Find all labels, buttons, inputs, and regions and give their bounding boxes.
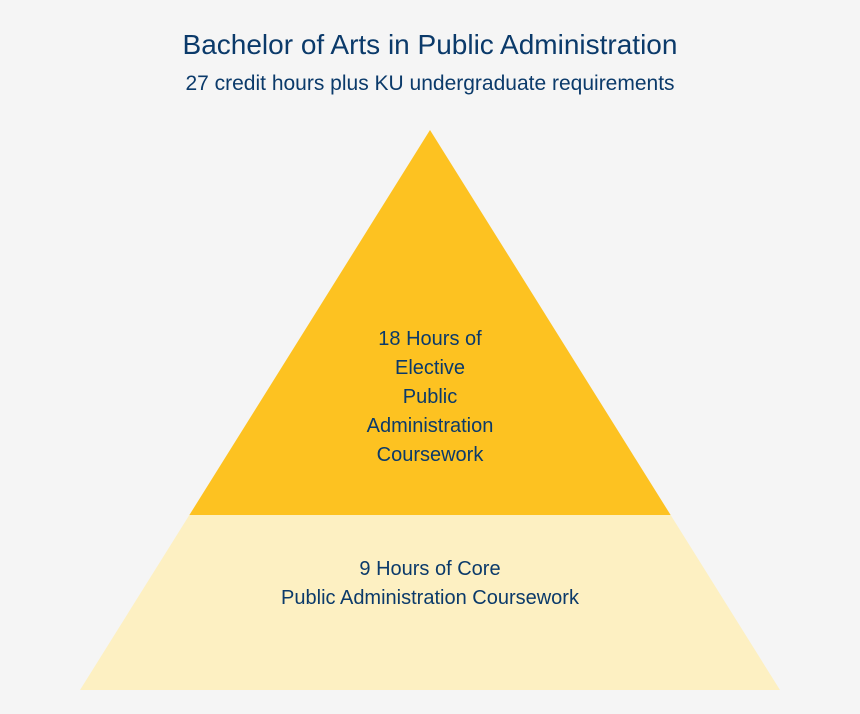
header: Bachelor of Arts in Public Administratio… (0, 0, 860, 96)
page-subtitle: 27 credit hours plus KU undergraduate re… (0, 72, 860, 96)
pyramid-label-bottom: 9 Hours of CorePublic Administration Cou… (180, 555, 680, 613)
pyramid-diagram: 18 Hours ofElectivePublicAdministrationC… (80, 130, 780, 690)
page-title: Bachelor of Arts in Public Administratio… (0, 28, 860, 62)
pyramid-label-top: 18 Hours ofElectivePublicAdministrationC… (180, 325, 680, 470)
